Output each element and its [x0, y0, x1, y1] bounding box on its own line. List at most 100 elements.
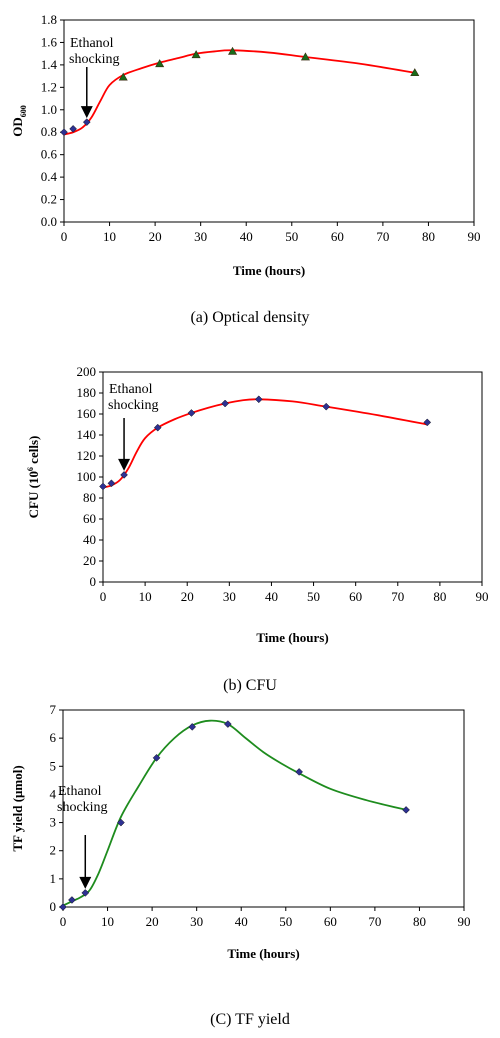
data-point-diamond [117, 818, 125, 827]
x-tick-label: 90 [468, 229, 481, 244]
ethanol-shocking-arrow [79, 835, 92, 889]
data-point-triangle [410, 68, 420, 77]
x-tick-label: 10 [139, 589, 152, 604]
x-tick-label: 80 [422, 229, 435, 244]
data-point-diamond [423, 418, 432, 427]
x-tick-label: 20 [181, 589, 194, 604]
x-tick-label: 80 [413, 914, 426, 929]
y-tick-label: 0.0 [41, 214, 57, 229]
x-tick-label: 50 [285, 229, 298, 244]
annotation-line-2: shocking [57, 800, 108, 815]
y-tick-label: 0.2 [41, 192, 57, 207]
y-axis-title-superscript: 6 [26, 467, 35, 471]
y-tick-label: 40 [83, 532, 96, 547]
y-tick-label: 1.0 [41, 102, 57, 117]
panel-caption: (b) CFU [223, 677, 277, 694]
data-point-diamond [60, 128, 68, 137]
x-tick-label: 70 [391, 589, 404, 604]
x-tick-label: 40 [240, 229, 253, 244]
annotation-line-2: shocking [108, 398, 159, 413]
x-tick-label: 10 [101, 914, 114, 929]
y-tick-label: 3 [50, 815, 57, 830]
chart-cfu: 0 20 40 60 80 100 120 140 160 180 200 0 10 20 30 40 50 6… [26, 364, 489, 694]
data-point-diamond [295, 768, 303, 776]
annotation-line-1: Ethanol [109, 382, 153, 397]
y-tick-label: 140 [77, 427, 97, 442]
y-axis-title-main: CFU (10 [26, 471, 41, 518]
x-axis-title: Time (hours) [256, 630, 328, 645]
y-tick-label: 0 [50, 899, 57, 914]
x-tick-label: 0 [61, 229, 68, 244]
data-point-triangle [155, 59, 165, 68]
x-tick-label: 40 [235, 914, 248, 929]
annotation-line-1: Ethanol [58, 784, 102, 799]
y-tick-label: 20 [83, 553, 96, 568]
arrow-head [79, 876, 92, 889]
x-tick-label: 0 [100, 589, 107, 604]
data-point-triangle [228, 46, 238, 55]
x-tick-label: 30 [190, 914, 203, 929]
y-axis-title-main: TF yield (μmol) [10, 765, 25, 851]
y-tick-label: 100 [77, 469, 97, 484]
y-tick-label: 5 [50, 758, 57, 773]
x-tick-label: 10 [103, 229, 116, 244]
y-tick-label: 80 [83, 490, 96, 505]
y-tick-label: 4 [50, 786, 57, 801]
y-tick-label: 1.4 [41, 57, 58, 72]
data-point-diamond [188, 723, 197, 731]
plot-area-frame [102, 371, 483, 583]
y-tick-label: 0.4 [41, 169, 58, 184]
plot-area-frame [62, 709, 465, 908]
x-tick-label: 90 [476, 589, 489, 604]
annotation-line-1: Ethanol [70, 36, 114, 51]
y-axis-title-main: OD [10, 117, 25, 137]
plot-area-frame [63, 19, 475, 223]
data-point-diamond [69, 125, 77, 133]
x-tick-label: 30 [223, 589, 236, 604]
data-point-diamond [221, 399, 229, 408]
data-point-diamond [120, 471, 128, 479]
x-axis-title: Time (hours) [233, 263, 305, 278]
x-tick-label: 60 [324, 914, 337, 929]
x-tick-label: 50 [279, 914, 292, 929]
x-tick-label: 50 [307, 589, 320, 604]
data-point-triangle [191, 50, 201, 59]
chart-tf-yield: 0 1 2 3 4 5 6 7 0 10 20 30 40 50 60 70 80 90 Ethanol sho… [10, 702, 471, 1028]
x-tick-label: 70 [376, 229, 389, 244]
x-tick-label: 90 [458, 914, 471, 929]
data-point-diamond [224, 720, 232, 728]
data-point-diamond [82, 118, 91, 126]
data-point-diamond [81, 889, 90, 897]
data-point-diamond [59, 903, 67, 911]
y-axis-title: TF yield (μmol) [10, 765, 25, 851]
x-tick-label: 0 [60, 914, 67, 929]
y-axis-title: CFU (106 cells) [26, 436, 41, 519]
x-tick-label: 60 [331, 229, 344, 244]
y-tick-label: 0.8 [41, 124, 57, 139]
data-point-diamond [402, 806, 410, 814]
y-axis-title-tail: cells) [26, 436, 41, 467]
data-point-diamond [107, 479, 116, 488]
y-tick-label: 1.8 [41, 12, 57, 27]
panel-caption: (C) TF yield [210, 1011, 290, 1028]
y-tick-label: 1.6 [41, 34, 58, 49]
y-tick-label: 1.2 [41, 79, 57, 94]
y-tick-label: 1 [50, 871, 57, 886]
y-tick-label: 160 [77, 406, 97, 421]
x-tick-label: 20 [146, 914, 159, 929]
arrow-head [118, 458, 131, 471]
data-point-triangle [300, 52, 310, 61]
data-point-diamond [99, 482, 107, 491]
data-point-triangle [118, 72, 128, 81]
y-tick-label: 60 [83, 511, 96, 526]
panel-caption: (a) Optical density [190, 309, 309, 326]
y-tick-label: 6 [50, 730, 57, 745]
y-tick-label: 180 [77, 385, 97, 400]
x-tick-label: 30 [194, 229, 207, 244]
data-point-diamond [152, 753, 161, 762]
x-tick-label: 60 [349, 589, 362, 604]
data-point-diamond [322, 402, 331, 411]
y-tick-label: 0.6 [41, 147, 58, 162]
data-point-diamond [153, 423, 162, 432]
